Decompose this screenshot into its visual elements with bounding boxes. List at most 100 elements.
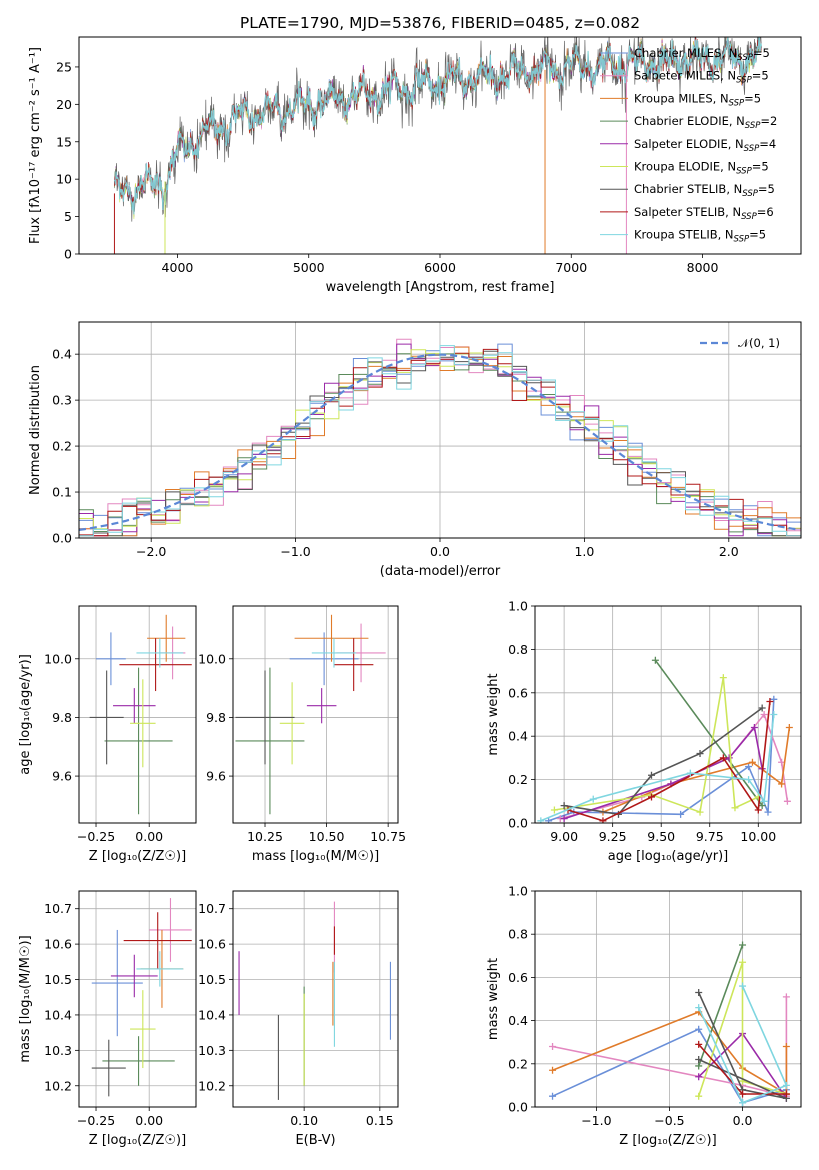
- weight-marker: [739, 1090, 747, 1098]
- weight-marker: [770, 711, 778, 718]
- weight-marker: [696, 750, 704, 758]
- y-tick-label: 0.2: [52, 439, 72, 454]
- weight-lines: [549, 941, 790, 1107]
- y-tick-label: 15: [56, 134, 72, 149]
- weight-marker: [760, 711, 768, 718]
- y-tick-label: 10.7: [44, 901, 72, 916]
- y-tick-label: 9.8: [206, 710, 226, 725]
- weight-marker: [745, 776, 753, 784]
- error-bars: [89, 614, 192, 815]
- weight-line: [697, 944, 744, 1067]
- weight-marker: [758, 704, 766, 712]
- weight-marker: [739, 941, 747, 949]
- weight-marker: [764, 808, 772, 816]
- y-tick-label: 9.6: [52, 769, 72, 784]
- x-tick-label: 0.0: [733, 1113, 753, 1128]
- legend-label: Salpeter ELODIE, NSSP=4: [634, 137, 776, 154]
- weight-marker: [695, 1004, 703, 1012]
- x-tick-label: 8000: [687, 260, 719, 275]
- y-axis-label: mass weight: [486, 958, 501, 1040]
- weight-line: [540, 714, 775, 822]
- legend-label: Kroupa STELIB, NSSP=5: [634, 228, 766, 245]
- y-axis-label: age [log₁₀(age/yr)]: [18, 654, 33, 775]
- y-tick-label: 0.8: [508, 642, 528, 657]
- x-axis-label: mass [log₁₀(M/M☉)]: [252, 849, 379, 864]
- y-tick-label: 10.4: [198, 1007, 226, 1022]
- weight-marker: [778, 780, 786, 788]
- y-tick-label: 20: [56, 97, 72, 112]
- spectrum-lines: [113, 37, 762, 254]
- y-tick-label: 0.8: [508, 927, 528, 942]
- y-tick-label: 0: [64, 247, 72, 262]
- weight-marker: [719, 674, 727, 682]
- weight-marker: [549, 1043, 557, 1051]
- age-vs-mass-panel: 10.25 10.50 10.75 9.6 9.8 10.0 mass [log₁₀(M/M…: [198, 605, 406, 864]
- weight-marker: [545, 817, 553, 823]
- axes-frame: [78, 36, 802, 255]
- x-tick-label: 6000: [424, 260, 456, 275]
- legend-label: Kroupa MILES, NSSP=5: [634, 91, 761, 108]
- x-tick-label: 9.00: [550, 829, 578, 844]
- x-tick-label: 7000: [555, 260, 587, 275]
- y-axis-label: mass [log₁₀(M/M☉)]: [18, 935, 33, 1062]
- weight-marker: [766, 697, 774, 705]
- weight-marker: [782, 1090, 790, 1098]
- y-tick-label: 9.6: [206, 769, 226, 784]
- axes-frame: [534, 605, 802, 824]
- axes-frame: [78, 321, 802, 539]
- x-tick-label: −1.0: [280, 544, 310, 559]
- x-tick-label: 0.10: [290, 1113, 318, 1128]
- weight-line: [552, 1028, 787, 1104]
- x-tick-label: −0.5: [654, 1113, 684, 1128]
- y-tick-label: 9.8: [52, 710, 72, 725]
- weight-marker: [599, 817, 607, 823]
- legend-label: Kroupa ELODIE, NSSP=5: [634, 160, 769, 177]
- weight-line: [554, 677, 759, 814]
- x-tick-label: 2.0: [719, 544, 739, 559]
- legend-label: Chabrier STELIB, NSSP=5: [634, 182, 775, 199]
- y-axis-label: Normed distribution: [28, 365, 43, 495]
- mass-vs-Z-panel: −0.25 0.00 10.2 10.3 10.4 10.5 10.6 10.7 Z [log₁…: [18, 890, 197, 1148]
- x-tick-label: −1.0: [581, 1113, 611, 1128]
- spectrum-legend: Chabrier MILES, NSSP=5 Salpeter MILES, NS…: [600, 46, 777, 245]
- age-vs-Z-panel: −0.25 0.00 9.6 9.8 10.0 Z [log₁₀(Z/Z☉)] age [l…: [18, 605, 197, 864]
- x-tick-label: 10.25: [247, 829, 283, 844]
- y-tick-label: 0.2: [508, 1056, 528, 1071]
- y-tick-label: 0.4: [508, 1013, 528, 1028]
- weight-marker: [647, 771, 655, 779]
- weight-marker: [695, 1040, 703, 1048]
- x-tick-label: 0.00: [135, 829, 163, 844]
- x-tick-label: 10.50: [309, 829, 345, 844]
- weight-marker: [695, 1073, 703, 1081]
- error-bars: [238, 901, 391, 1100]
- y-tick-label: 10.3: [198, 1043, 226, 1058]
- weight-marker: [758, 802, 766, 810]
- weight-marker: [560, 802, 568, 810]
- error-bars: [91, 898, 192, 1097]
- x-tick-label: 10.00: [740, 829, 776, 844]
- y-tick-label: 0.3: [52, 393, 72, 408]
- y-tick-label: 0.0: [508, 1100, 528, 1115]
- y-tick-label: 10.0: [44, 651, 72, 666]
- spectrum-line: [113, 37, 762, 215]
- y-axis-label: Flux [fλ10⁻¹⁷ erg cm⁻² s⁻¹ A⁻¹]: [28, 47, 43, 244]
- weight-marker: [731, 804, 739, 812]
- y-tick-label: 0.6: [508, 970, 528, 985]
- y-tick-label: 10: [56, 172, 72, 187]
- legend-label: Chabrier MILES, NSSP=5: [634, 46, 770, 63]
- weight-marker: [695, 1025, 703, 1033]
- x-tick-label: −0.25: [77, 1113, 115, 1128]
- weight-vs-Z-panel: −1.0 −0.5 0.0 0.0 0.2 0.4 0.6 0.8 1.0 Z [log₁₀(Z/…: [486, 884, 802, 1148]
- error-bars: [235, 614, 386, 815]
- legend-label: Chabrier ELODIE, NSSP=2: [634, 114, 777, 131]
- weight-line: [697, 985, 788, 1104]
- axes-frame: [78, 605, 197, 824]
- x-tick-label: 4000: [162, 260, 194, 275]
- weight-marker: [560, 815, 568, 823]
- x-axis-label: Z [log₁₀(Z/Z☉)]: [619, 1133, 716, 1148]
- weight-marker: [719, 754, 727, 762]
- weight-marker: [695, 1062, 703, 1070]
- y-tick-label: 10.6: [198, 937, 226, 952]
- x-tick-label: −2.0: [136, 544, 166, 559]
- histogram-step: [79, 345, 801, 537]
